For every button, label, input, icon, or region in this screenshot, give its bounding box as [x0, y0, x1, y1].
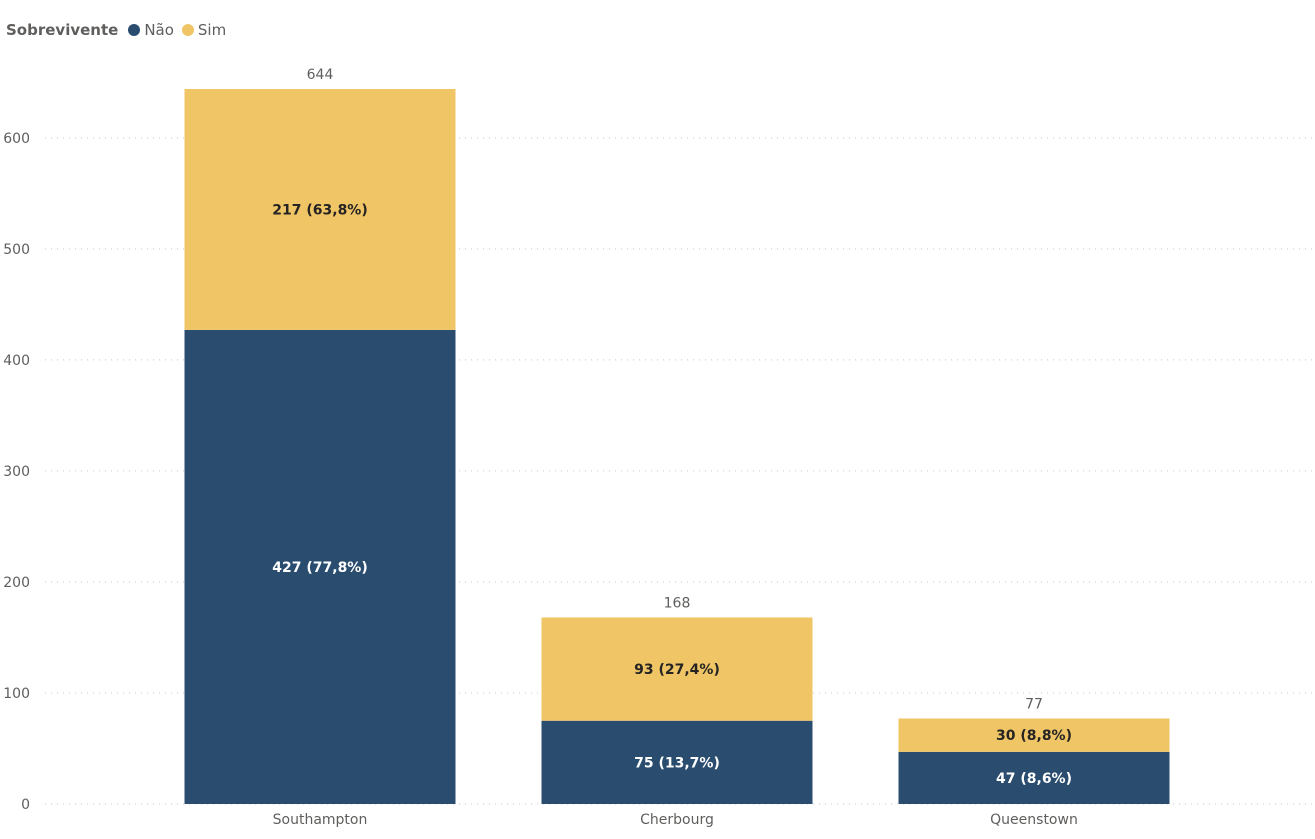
bar-segment[interactable] [184, 329, 456, 804]
bar-segment[interactable] [541, 617, 813, 721]
y-tick-label: 200 [3, 575, 30, 591]
data-label: 75 (13,7%) [634, 755, 720, 771]
legend-item-nao[interactable]: Não [128, 21, 174, 39]
data-label: 30 (8,8%) [996, 728, 1072, 744]
x-tick-label: Southampton [273, 812, 368, 828]
y-tick-label: 600 [3, 131, 30, 147]
legend: Sobrevivente Não Sim [6, 19, 234, 41]
x-tick-label: Queenstown [990, 812, 1078, 828]
legend-label-sim: Sim [197, 21, 227, 39]
bar-segment[interactable] [541, 720, 813, 804]
total-label: 644 [307, 67, 334, 83]
y-tick-label: 400 [3, 353, 30, 369]
x-tick-label: Cherbourg [640, 812, 714, 828]
data-label: 47 (8,6%) [996, 771, 1072, 787]
data-label: 427 (77,8%) [272, 560, 367, 576]
total-label: 77 [1025, 697, 1043, 713]
legend-dot-sim [181, 24, 194, 36]
legend-dot-nao [128, 24, 141, 36]
total-label: 168 [664, 595, 691, 611]
legend-label-nao: Não [144, 21, 174, 39]
data-label: 93 (27,4%) [634, 662, 720, 678]
y-tick-label: 300 [3, 464, 30, 480]
bar-segment[interactable] [184, 89, 456, 330]
bar-segment[interactable] [898, 718, 1170, 752]
bar-segment[interactable] [898, 751, 1170, 804]
y-tick-label: 500 [3, 242, 30, 258]
y-tick-label: 0 [21, 797, 30, 813]
legend-item-sim[interactable]: Sim [181, 21, 227, 39]
data-label: 217 (63,8%) [272, 202, 367, 218]
y-tick-label: 100 [3, 686, 30, 702]
legend-title: Sobrevivente [6, 21, 119, 39]
